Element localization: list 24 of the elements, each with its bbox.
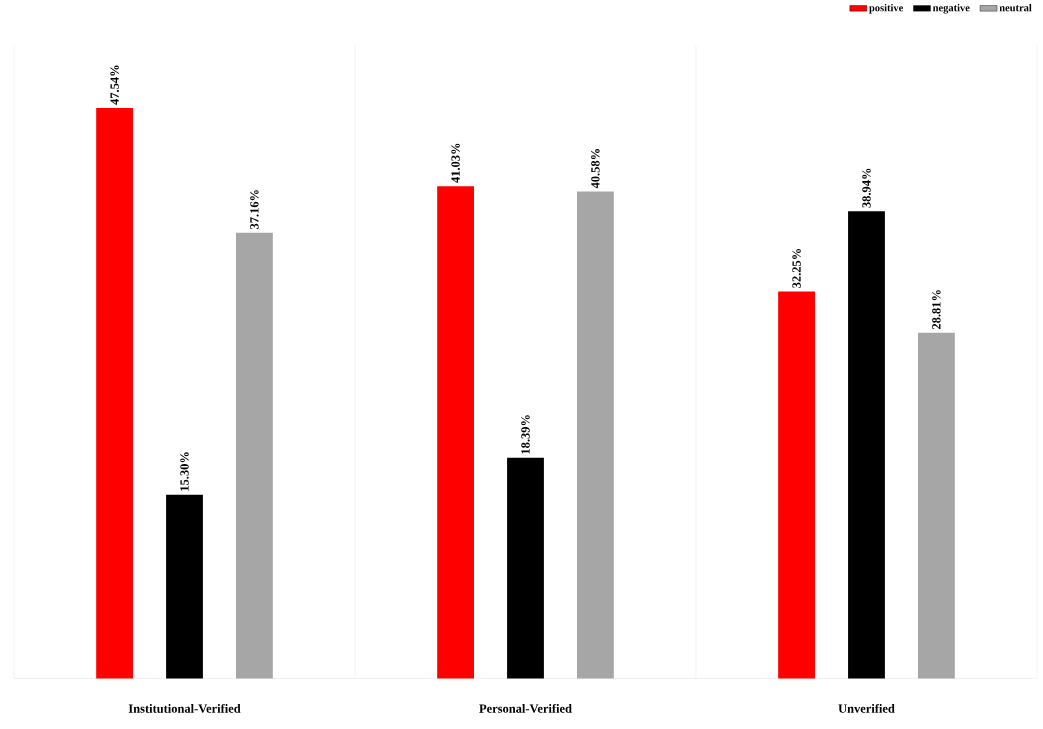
bar <box>96 107 134 679</box>
bar <box>166 494 203 679</box>
bar <box>576 191 614 679</box>
bar <box>848 211 885 679</box>
x-tick-label: Institutional-Verified <box>128 703 241 713</box>
data-label: 15.30% <box>180 452 189 491</box>
data-label: 37.16% <box>250 189 259 229</box>
legend-label: negative <box>932 3 970 14</box>
legend-label: positive <box>869 3 904 14</box>
x-tick-label: Personal-Verified <box>479 703 572 713</box>
legend-label: neutral <box>999 3 1032 12</box>
bar <box>437 186 474 679</box>
data-label: 28.81% <box>932 290 941 329</box>
data-label: 38.94% <box>862 168 871 208</box>
data-label: 40.58% <box>591 148 600 189</box>
bar <box>778 291 815 679</box>
bar <box>507 457 544 679</box>
bar <box>235 232 273 679</box>
data-label: 18.39% <box>521 415 530 454</box>
data-label: 32.25% <box>792 248 801 288</box>
bar <box>917 332 955 679</box>
data-label: 41.03% <box>451 143 460 183</box>
data-label: 47.54% <box>110 65 119 105</box>
x-tick-label: Unverified <box>838 703 895 713</box>
